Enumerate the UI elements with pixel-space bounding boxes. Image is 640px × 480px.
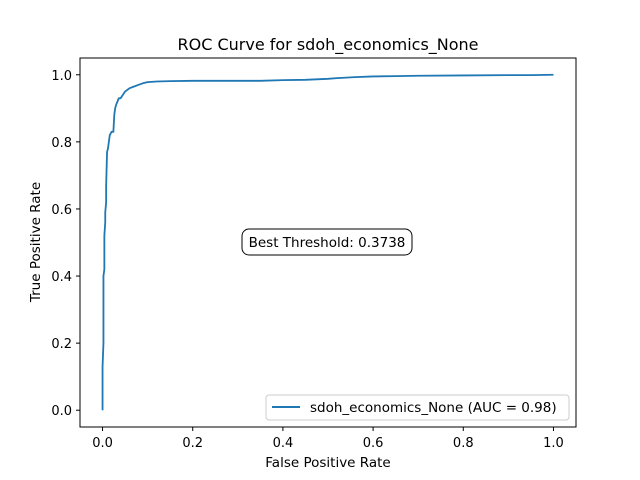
annotation-frame: [241, 228, 413, 256]
plot-area: [101, 73, 554, 411]
y-axis-label: True Positive Rate: [28, 182, 44, 303]
x-tick-label: 0.2: [182, 436, 203, 451]
axes-frame: [79, 57, 577, 428]
chart-title: ROC Curve for sdoh_economics_None: [177, 35, 478, 55]
annotation-box: Best Threshold: 0.3738: [241, 228, 413, 256]
annotation-text: Best Threshold: 0.3738: [249, 235, 406, 251]
x-tick-label: 0.8: [453, 436, 474, 451]
y-tick-label: 0.4: [51, 270, 72, 285]
y-tick-label: 0.8: [51, 136, 72, 151]
y-tick-label: 0.0: [51, 404, 72, 419]
x-axis-label: False Positive Rate: [265, 455, 390, 471]
y-tick-label: 0.2: [51, 337, 72, 352]
x-tick-label: 1.0: [543, 436, 564, 451]
axis-ticks: 0.0 0.2 0.4 0.6 0.8 1.0 0.0 0.2 0.4 0.6 0.8 1.0: [51, 69, 563, 451]
roc-curve-line: [101, 73, 554, 411]
legend-frame: [265, 394, 570, 421]
legend-label: sdoh_economics_None (AUC = 0.98): [310, 400, 557, 416]
y-tick-label: 0.6: [51, 203, 72, 218]
x-tick-label: 0.4: [273, 436, 294, 451]
x-tick-label: 0.6: [363, 436, 384, 451]
x-tick-label: 0.0: [92, 436, 113, 451]
legend: sdoh_economics_None (AUC = 0.98): [265, 394, 570, 421]
y-tick-label: 1.0: [51, 69, 72, 84]
